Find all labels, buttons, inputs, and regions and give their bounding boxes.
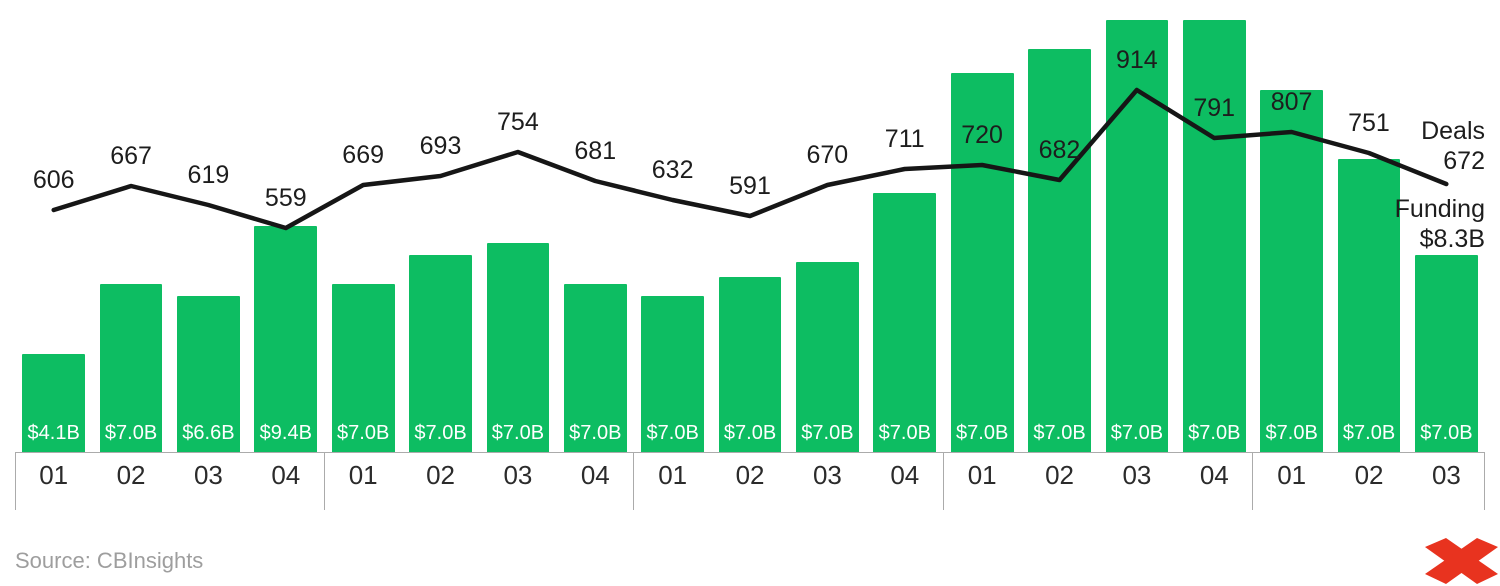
funding-bar: $6.6B — [177, 296, 240, 452]
x-tick-label: 03 — [1122, 460, 1152, 490]
deals-annotation-label: Deals — [1421, 117, 1485, 145]
funding-bar: $7.0B — [1337, 159, 1401, 452]
x-tick-label: 01 — [967, 460, 997, 490]
logo-stroke-right — [1425, 538, 1498, 584]
x-tick-label: 02 — [116, 460, 146, 490]
bar-column: $7.0B — [479, 0, 556, 452]
funding-bar: $7.0B — [718, 277, 782, 452]
bar-column: $7.0B — [711, 0, 788, 452]
funding-bar-value-label: $7.0B — [1342, 422, 1396, 444]
bar-column: $4.1B — [15, 0, 92, 452]
axis-group-tick — [15, 452, 16, 510]
funding-bar-value-label: $7.0B — [104, 422, 158, 444]
axis-group-tick — [633, 452, 635, 510]
bar-column: $7.0B — [557, 0, 634, 452]
bar-column: $7.0B — [402, 0, 479, 452]
funding-bar-value-label: $7.0B — [491, 422, 545, 444]
funding-bar-value-label: $7.0B — [1420, 422, 1473, 444]
funding-bar-value-label: $7.0B — [956, 422, 1009, 444]
funding-bar-value-label: $6.6B — [182, 422, 235, 444]
funding-bar: $7.0B — [1105, 20, 1169, 452]
bar-column: $9.4B — [247, 0, 324, 452]
bar-column: $7.0B — [1408, 0, 1485, 452]
funding-bar: $7.0B — [1028, 49, 1091, 452]
deals-annotation-value: 672 — [1443, 147, 1485, 175]
funding-bar: $4.1B — [22, 354, 86, 452]
bar-column: $7.0B — [92, 0, 169, 452]
bar-column: $7.0B — [1253, 0, 1330, 452]
x-tick-label: 04 — [271, 460, 301, 490]
funding-deals-chart: $4.1B $7.0B $6.6B $9.4B $7.0B $7.0B $7.0B $7.0B… — [15, 0, 1485, 512]
funding-bar-value-label: $7.0B — [801, 422, 854, 444]
bar-column: $6.6B — [170, 0, 247, 452]
bar-column: $7.0B — [866, 0, 943, 452]
axis-group-tick — [942, 452, 944, 510]
x-axis-line — [15, 452, 1485, 453]
cbinsights-logo — [1425, 538, 1498, 584]
bar-column: $7.0B — [1021, 0, 1098, 452]
funding-bar-value-label: $7.0B — [723, 422, 777, 444]
funding-bar: $7.0B — [486, 243, 550, 452]
x-axis-tick-labels: 01 02 03 04 01 02 03 04 01 02 03 04 01 02 03 04 01 02 03 — [15, 453, 1485, 491]
x-tick-label: 03 — [503, 460, 533, 490]
bar-column: $7.0B — [1176, 0, 1253, 452]
funding-bar: $7.0B — [1260, 90, 1324, 452]
funding-bar: $7.0B — [563, 284, 627, 452]
axis-group-tick — [1484, 452, 1485, 510]
x-tick-label: 04 — [890, 460, 920, 490]
funding-bar-value-label: $7.0B — [1265, 422, 1318, 444]
x-tick-label: 03 — [193, 460, 223, 490]
x-tick-label: 04 — [580, 460, 610, 490]
funding-annotation: Funding $8.3B — [1395, 194, 1485, 254]
funding-bar: $7.0B — [796, 262, 859, 452]
funding-bar-value-label: $7.0B — [1110, 422, 1164, 444]
x-tick-label: 01 — [658, 460, 688, 490]
funding-bar: $7.0B — [99, 284, 163, 452]
x-tick-label: 01 — [1277, 460, 1307, 490]
funding-annotation-value: $8.3B — [1419, 225, 1485, 253]
funding-bar-value-label: $7.0B — [646, 422, 699, 444]
x-tick-label: 01 — [348, 460, 378, 490]
funding-bar-value-label: $7.0B — [569, 422, 622, 444]
funding-bar-value-label: $7.0B — [878, 422, 931, 444]
x-tick-label: 03 — [1431, 460, 1461, 490]
funding-bar: $7.0B — [873, 193, 937, 452]
bar-column: $7.0B — [944, 0, 1021, 452]
x-tick-label: 03 — [812, 460, 842, 490]
axis-group-tick — [1252, 452, 1254, 510]
x-tick-label: 02 — [1045, 460, 1075, 490]
source-credit: Source: CBInsights — [15, 548, 204, 573]
bar-column: $7.0B — [634, 0, 711, 452]
funding-bar: $7.0B — [641, 296, 705, 452]
funding-bar-value-label: $7.0B — [414, 422, 467, 444]
bar-column: $7.0B — [325, 0, 402, 452]
x-tick-label: 02 — [735, 460, 765, 490]
funding-bar: $7.0B — [331, 284, 395, 452]
funding-bar-value-label: $9.4B — [259, 422, 312, 444]
funding-bar-value-label: $7.0B — [337, 422, 390, 444]
deals-annotation: Deals 672 — [1421, 116, 1485, 176]
funding-bar-columns: $4.1B $7.0B $6.6B $9.4B $7.0B $7.0B $7.0B $7.0B… — [15, 0, 1485, 452]
funding-bar: $7.0B — [1415, 255, 1478, 452]
x-tick-label: 01 — [39, 460, 69, 490]
funding-bar-value-label: $7.0B — [1033, 422, 1086, 444]
bar-column: $7.0B — [789, 0, 866, 452]
funding-bar: $9.4B — [254, 226, 318, 452]
funding-bar-value-label: $7.0B — [1188, 422, 1241, 444]
bar-column: $7.0B — [1098, 0, 1175, 452]
x-tick-label: 02 — [1354, 460, 1384, 490]
x-tick-label: 04 — [1199, 460, 1229, 490]
funding-bar: $7.0B — [409, 255, 472, 452]
funding-bar: $7.0B — [1182, 20, 1246, 452]
funding-bar-value-label: $4.1B — [27, 422, 80, 444]
x-tick-label: 02 — [426, 460, 456, 490]
funding-annotation-label: Funding — [1394, 195, 1485, 223]
axis-group-tick — [323, 452, 325, 510]
funding-bar: $7.0B — [950, 73, 1014, 452]
